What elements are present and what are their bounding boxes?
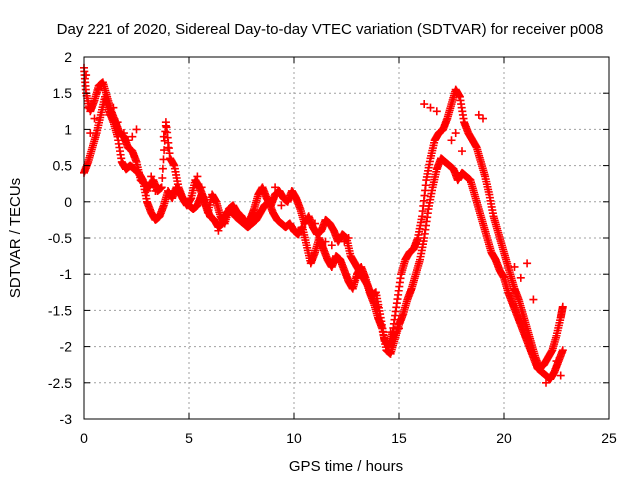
data-point	[516, 273, 525, 282]
axis-ticks	[83, 56, 610, 420]
y-tick-label: 2	[64, 49, 72, 65]
y-tick-label: -0.5	[48, 230, 72, 246]
y-tick-labels: 2 1.5 1 0.5 0 -0.5 -1 -1.5 -2 -2.5 -3	[48, 49, 72, 427]
y-tick-label: 0	[64, 194, 72, 210]
data-point	[432, 107, 441, 116]
y-tick-label: -1	[60, 266, 73, 282]
y-tick-label: -1.5	[48, 302, 72, 318]
data-point	[321, 237, 330, 246]
y-tick-label: -2.5	[48, 375, 72, 391]
data-point	[479, 114, 487, 123]
data-point	[451, 129, 460, 138]
data-point	[558, 302, 567, 311]
y-tick-label: -2	[60, 339, 73, 355]
x-tick-labels: 0 5 10 15 20 25	[80, 430, 617, 446]
series-scattered-branch-points	[82, 71, 565, 387]
data-point	[426, 103, 435, 112]
data-point	[143, 186, 151, 195]
data-point	[113, 118, 122, 127]
data-point	[327, 241, 336, 250]
data-point	[86, 129, 95, 138]
data-point	[344, 234, 353, 242]
x-tick-label: 20	[496, 430, 512, 446]
data-point	[193, 172, 202, 181]
data-point	[311, 219, 319, 228]
data-point	[395, 324, 403, 333]
grid	[84, 57, 609, 419]
data-point	[529, 295, 538, 304]
data-point	[558, 346, 567, 355]
data-point	[264, 197, 273, 206]
data-point	[157, 183, 166, 192]
data-point	[164, 143, 172, 152]
data-point	[374, 302, 382, 311]
data-point	[109, 103, 118, 112]
data-point	[147, 172, 156, 181]
data-point	[159, 155, 168, 164]
data-point	[82, 71, 91, 80]
data-point	[386, 328, 395, 337]
data-point	[277, 201, 286, 210]
y-tick-label: 1.5	[53, 85, 73, 101]
x-tick-label: 25	[601, 430, 617, 446]
data-point	[287, 223, 296, 232]
data-point	[420, 100, 429, 109]
x-axis-label: GPS time / hours	[289, 458, 403, 475]
x-tick-label: 5	[185, 430, 193, 446]
data-point	[197, 183, 206, 192]
y-axis-label: SDTVAR / TECUs	[7, 178, 24, 298]
data-point	[210, 215, 219, 224]
x-tick-label: 10	[286, 430, 302, 446]
y-tick-label: 0.5	[53, 158, 73, 174]
data-point	[84, 103, 93, 112]
data-point	[340, 237, 349, 246]
data-point	[294, 226, 303, 235]
data-point	[474, 110, 483, 119]
data-point	[271, 183, 280, 192]
data-point	[94, 85, 103, 94]
x-tick-label: 15	[391, 430, 407, 446]
data-point	[552, 357, 561, 366]
data-point	[542, 378, 550, 387]
data-point	[132, 125, 141, 134]
data-point	[124, 136, 133, 145]
data-point	[158, 174, 167, 183]
series-lower-trace	[80, 92, 567, 384]
y-tick-label: 1	[64, 121, 72, 137]
data-point	[556, 371, 565, 380]
data-point	[90, 114, 99, 123]
data-point	[353, 273, 361, 282]
data-points	[80, 63, 567, 387]
data-point	[128, 132, 137, 141]
data-point	[447, 136, 456, 145]
data-point	[523, 259, 532, 268]
chart-title: Day 221 of 2020, Sidereal Day-to-day VTE…	[57, 21, 604, 38]
data-point	[458, 147, 466, 156]
y-tick-label: -3	[60, 411, 73, 427]
data-point	[151, 186, 160, 195]
data-point	[161, 121, 170, 130]
data-point	[119, 129, 128, 138]
data-point	[159, 132, 168, 141]
data-point	[510, 262, 519, 271]
data-point	[359, 270, 368, 279]
x-tick-label: 0	[80, 430, 88, 446]
data-point	[214, 226, 223, 235]
data-point	[105, 110, 114, 119]
data-point	[158, 164, 167, 173]
